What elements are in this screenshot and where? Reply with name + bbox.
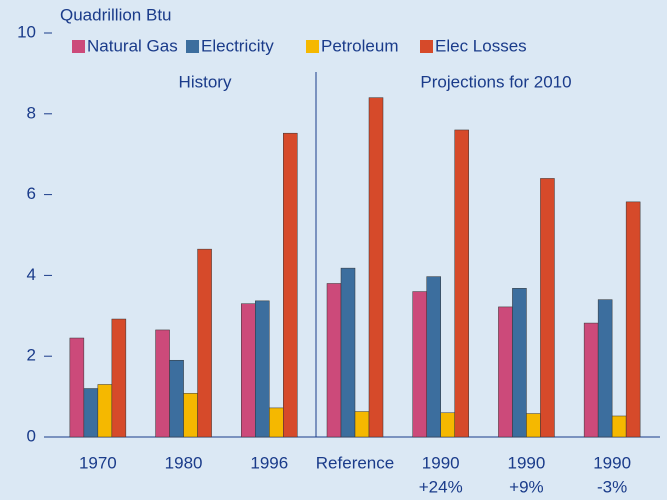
x-tick-label: +9% (509, 477, 544, 496)
x-tick-label: -3% (597, 477, 627, 496)
bar (454, 129, 469, 438)
legend-swatch (72, 40, 85, 53)
y-tick-label: 0 (27, 426, 36, 445)
y-tick-label: 6 (27, 184, 36, 203)
y-tick-label: 8 (27, 103, 36, 122)
legend-swatch (420, 40, 433, 53)
legend-label: Natural Gas (87, 36, 178, 55)
legend-swatch (306, 40, 319, 53)
bar (183, 393, 198, 438)
y-axis-label: Quadrillion Btu (60, 5, 172, 24)
bar (255, 300, 270, 438)
x-tick-label: Reference (316, 453, 394, 472)
legend-swatch (186, 40, 199, 53)
annotation: History (179, 72, 232, 91)
bar (169, 359, 184, 438)
bar (197, 248, 212, 438)
x-tick-label: 1990 (422, 453, 460, 472)
x-tick-label: 1996 (250, 453, 288, 472)
bar (625, 201, 641, 438)
bar (269, 407, 284, 438)
legend-label: Elec Losses (435, 36, 527, 55)
bar (426, 276, 441, 438)
bar (354, 411, 370, 438)
bar (440, 412, 455, 438)
y-tick-label: 4 (27, 265, 36, 284)
bar (583, 322, 599, 438)
x-tick-label: 1990 (593, 453, 631, 472)
bar (111, 318, 127, 438)
y-tick-label: 2 (27, 346, 36, 365)
bar (368, 97, 384, 438)
annotation: Projections for 2010 (420, 72, 571, 91)
x-tick-label: 1980 (165, 453, 203, 472)
legend-label: Petroleum (321, 36, 398, 55)
bar (97, 384, 113, 438)
y-tick-label: 10 (17, 22, 36, 41)
bar (155, 329, 170, 438)
bar (340, 267, 356, 438)
bar (540, 178, 555, 438)
legend-label: Electricity (201, 36, 274, 55)
bar (83, 388, 99, 438)
bar (69, 337, 85, 438)
bar (597, 299, 613, 438)
bar (412, 291, 427, 438)
bar (611, 415, 627, 438)
bar (512, 288, 527, 438)
x-tick-label: 1970 (79, 453, 117, 472)
bar (326, 283, 342, 438)
bar (526, 413, 541, 438)
bar (241, 303, 256, 438)
bar (283, 132, 298, 438)
x-tick-label: 1990 (508, 453, 546, 472)
bar (498, 306, 513, 438)
x-tick-label: +24% (419, 477, 463, 496)
